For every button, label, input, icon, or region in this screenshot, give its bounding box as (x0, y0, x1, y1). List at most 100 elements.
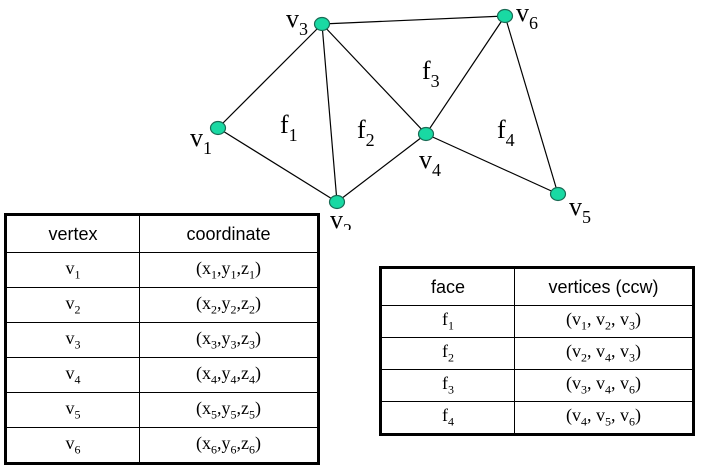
table-row: f3 (v3, v4, v6) (380, 369, 694, 402)
y-subscript: 3 (230, 337, 237, 352)
coordinate-cell: (x5,y5,z5) (139, 392, 319, 428)
z-base: z (241, 327, 249, 348)
face-base: f (442, 309, 448, 330)
face-label-f4-base: f (497, 115, 506, 144)
table-row: f2 (v2, v4, v3) (380, 337, 694, 370)
z-subscript: 2 (249, 302, 255, 317)
vertex-label-v3-base: v (286, 4, 299, 33)
x-base: x (202, 292, 211, 313)
z-base: z (241, 362, 249, 383)
vertex-subscript: 1 (581, 318, 587, 333)
z-base: z (241, 292, 249, 313)
x-base: x (202, 397, 211, 418)
face-vertices-cell: (v2, v4, v3) (514, 337, 694, 370)
z-subscript: 6 (249, 442, 255, 457)
vertex-cell: v4 (5, 357, 140, 393)
vertex-label-v1: v1 (190, 123, 212, 158)
face-label-f3-subscript: 3 (431, 71, 440, 91)
vertex-label-v6-subscript: 6 (529, 13, 538, 33)
coordinate-cell: (x6,y6,z6) (139, 427, 319, 464)
face-label-f4: f4 (497, 115, 515, 150)
vertex-label-v5-subscript: 5 (582, 207, 591, 227)
z-base: z (241, 397, 249, 418)
vertex-subscript: 2 (581, 350, 587, 365)
vertex-label-v4: v4 (419, 145, 441, 180)
z-subscript: 1 (249, 267, 255, 282)
x-subscript: 4 (211, 372, 217, 387)
vertex-subscript: 5 (605, 414, 611, 429)
vertex-column-header: vertex (5, 214, 140, 253)
face-cell: f3 (380, 369, 515, 402)
vertex-base: v (620, 405, 629, 426)
vertex-v2-dot (328, 194, 346, 210)
x-subscript: 5 (211, 407, 217, 422)
face-subscript: 1 (448, 318, 454, 333)
face-label-f1-subscript: 1 (289, 125, 298, 145)
edge-v2-v4 (336, 133, 427, 203)
edge-v3-v2 (321, 23, 338, 203)
vertex-subscript: 5 (74, 407, 81, 422)
vertex-v4-dot (417, 126, 435, 142)
z-subscript: 5 (249, 407, 255, 422)
mesh-vertices (209, 8, 567, 210)
vertex-label-v5-base: v (569, 192, 582, 221)
z-base: z (241, 257, 249, 278)
x-base: x (202, 257, 211, 278)
face-label-f1: f1 (280, 110, 298, 145)
vertex-base: v (596, 341, 605, 362)
vertex-base: v (65, 257, 75, 278)
face-label-f4-subscript: 4 (506, 130, 515, 150)
vertex-v5-dot (549, 186, 567, 202)
y-base: y (221, 327, 231, 348)
vertex-subscript: 3 (629, 318, 635, 333)
z-subscript: 4 (249, 372, 255, 387)
y-subscript: 5 (230, 407, 237, 422)
vertex-subscript: 6 (629, 382, 635, 397)
vertex-table-header-row: vertex coordinate (5, 214, 319, 253)
y-base: y (221, 362, 231, 383)
vertex-label-v1-base: v (190, 123, 203, 152)
face-base: f (442, 373, 448, 394)
vertex-subscript: 4 (605, 350, 611, 365)
vertex-base: v (65, 292, 75, 313)
vertex-label-v3-subscript: 3 (299, 19, 308, 39)
vertex-subscript: 4 (605, 382, 611, 397)
face-cell: f1 (380, 305, 515, 338)
vertex-cell: v3 (5, 322, 140, 358)
x-base: x (202, 362, 211, 383)
vertex-label-v3: v3 (286, 4, 308, 39)
vertex-base: v (65, 362, 75, 383)
y-subscript: 4 (230, 372, 237, 387)
face-label-f2-base: f (357, 115, 366, 144)
x-base: x (202, 327, 211, 348)
face-subscript: 3 (448, 382, 454, 397)
table-row: f4 (v4, v5, v6) (380, 401, 694, 435)
face-table: face vertices (ccw) f1 (v1, v2, v3) f2 (v2,… (379, 266, 695, 436)
table-row: v5 (x5,y5,z5) (5, 392, 319, 428)
vertex-cell: v6 (5, 427, 140, 464)
vertex-label-v6: v6 (516, 0, 538, 33)
table-row: v3 (x3,y3,z3) (5, 322, 319, 358)
y-base: y (221, 292, 231, 313)
vertex-base: v (596, 373, 605, 394)
vertex-subscript: 2 (74, 302, 81, 317)
table-row: f1 (v1, v2, v3) (380, 305, 694, 338)
coordinate-cell: (x4,y4,z4) (139, 357, 319, 393)
face-subscript: 2 (448, 350, 454, 365)
vertex-base: v (65, 397, 75, 418)
edge-v1-v3 (217, 23, 323, 129)
face-label-f3-base: f (422, 56, 431, 85)
vertex-subscript: 6 (74, 442, 81, 457)
edge-v3-v4 (321, 23, 427, 135)
vertex-cell: v2 (5, 287, 140, 323)
vertex-cell: v5 (5, 392, 140, 428)
y-base: y (221, 397, 231, 418)
face-label-f3: f3 (422, 56, 440, 91)
edge-v6-v5 (504, 15, 559, 195)
vertex-base: v (596, 309, 605, 330)
vertex-base: v (596, 405, 605, 426)
vertex-base: v (620, 341, 629, 362)
y-base: y (221, 257, 231, 278)
